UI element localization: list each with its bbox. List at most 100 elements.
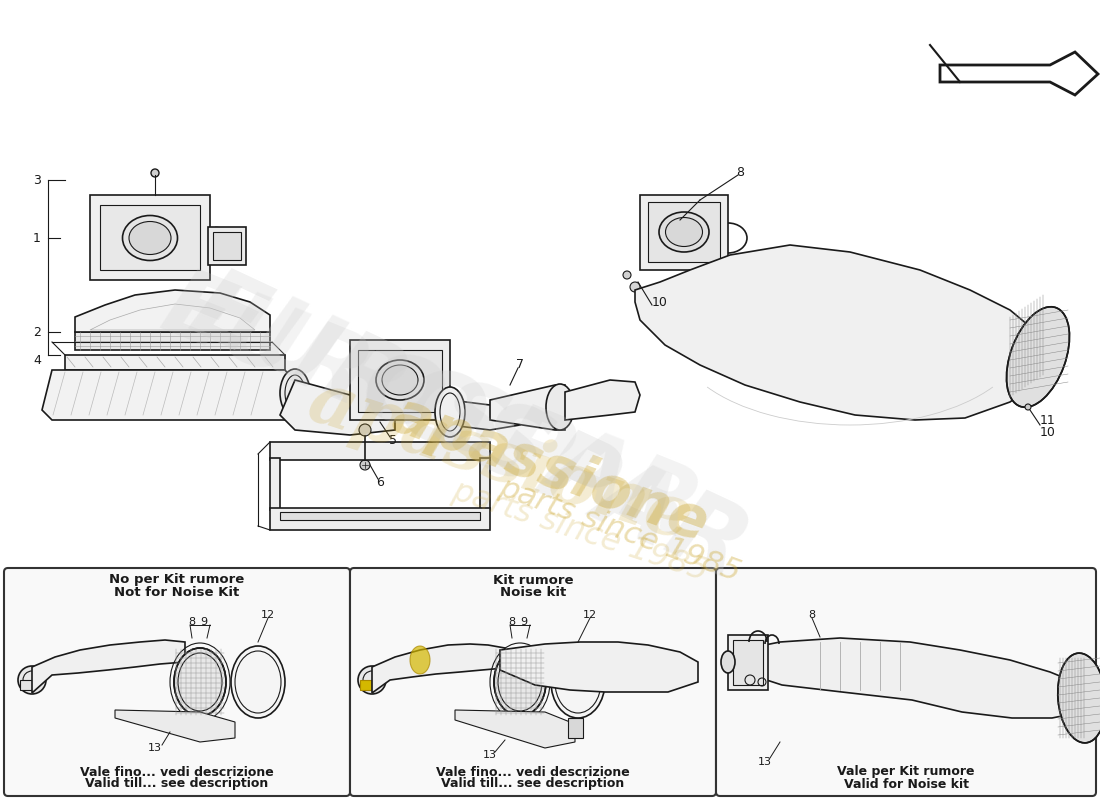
Ellipse shape [666,218,703,246]
Text: 8: 8 [188,617,196,627]
Circle shape [623,271,631,279]
Text: Vale fino... vedi descrizione: Vale fino... vedi descrizione [80,766,274,778]
Bar [213,232,241,260]
Bar [100,205,200,270]
Text: 13: 13 [483,750,497,760]
Ellipse shape [382,365,418,395]
Ellipse shape [410,646,430,674]
Bar [358,350,442,412]
Polygon shape [116,710,235,742]
Bar [90,195,210,280]
FancyBboxPatch shape [4,568,350,796]
Ellipse shape [1058,653,1100,743]
Text: 8: 8 [508,617,516,627]
Polygon shape [75,332,270,350]
Text: 1: 1 [33,231,41,245]
Polygon shape [455,710,575,748]
Polygon shape [65,355,285,370]
Text: EUROSPAR: EUROSPAR [148,261,711,559]
Ellipse shape [1006,306,1069,407]
Bar [270,458,280,510]
Ellipse shape [659,212,710,252]
Circle shape [630,282,640,292]
Polygon shape [32,640,185,693]
Text: 6: 6 [376,475,384,489]
Polygon shape [940,52,1098,95]
Text: Valid till... see description: Valid till... see description [86,778,268,790]
Text: 4: 4 [33,354,41,366]
Bar [270,442,490,460]
Text: Noise kit: Noise kit [499,586,566,598]
FancyBboxPatch shape [350,568,716,796]
Text: Valid for Noise kit: Valid for Noise kit [844,778,968,790]
Text: 7: 7 [516,358,524,371]
Bar [728,635,768,690]
Polygon shape [42,370,295,420]
Circle shape [219,236,231,248]
Bar [20,680,34,690]
Polygon shape [490,385,565,430]
Ellipse shape [434,387,465,437]
Polygon shape [565,380,640,420]
Polygon shape [75,290,270,332]
Ellipse shape [129,222,170,254]
Text: Vale per Kit rumore: Vale per Kit rumore [837,766,975,778]
FancyBboxPatch shape [716,568,1096,796]
Polygon shape [500,642,698,692]
Circle shape [18,666,46,694]
Text: 11: 11 [1041,414,1056,426]
Polygon shape [740,638,1082,718]
Text: No per Kit rumore: No per Kit rumore [109,574,244,586]
Bar [733,640,763,685]
Ellipse shape [546,384,574,430]
Text: 2: 2 [33,326,41,338]
Bar [480,458,490,510]
Text: apassione: apassione [385,386,715,554]
Bar [270,508,490,530]
Polygon shape [280,380,395,435]
Text: apassione: apassione [299,365,701,555]
Text: 8: 8 [736,166,744,178]
Polygon shape [635,245,1040,420]
Circle shape [1025,404,1031,410]
Text: Vale fino... vedi descrizione: Vale fino... vedi descrizione [436,766,630,778]
Ellipse shape [376,360,424,400]
Polygon shape [450,400,520,430]
Text: 8: 8 [808,610,815,620]
Bar [640,195,728,270]
Bar [208,227,246,265]
Text: 9: 9 [520,617,528,627]
Bar [360,680,374,690]
Circle shape [360,460,370,470]
Text: 3: 3 [33,174,41,186]
Text: 10: 10 [652,295,668,309]
Text: 12: 12 [261,610,275,620]
Circle shape [358,666,386,694]
Ellipse shape [174,648,226,716]
Text: Valid till... see description: Valid till... see description [441,778,625,790]
Text: Not for Noise Kit: Not for Noise Kit [114,586,240,598]
Text: 5: 5 [389,434,397,446]
Ellipse shape [231,646,285,718]
Ellipse shape [122,215,177,261]
Text: 12: 12 [583,610,597,620]
Text: 9: 9 [200,617,208,627]
Polygon shape [372,644,505,693]
Text: EUROSPAR: EUROSPAR [177,259,763,601]
Text: parts since 1985: parts since 1985 [495,473,745,587]
Text: 10: 10 [1041,426,1056,438]
Bar [568,718,583,738]
Ellipse shape [551,646,605,718]
Ellipse shape [494,648,546,716]
Bar [648,202,720,262]
Bar [350,340,450,420]
Text: 13: 13 [758,757,772,767]
Circle shape [151,169,160,177]
Bar [280,512,480,520]
Circle shape [359,424,371,436]
Text: Kit rumore: Kit rumore [493,574,573,586]
Text: 13: 13 [148,743,162,753]
Text: parts since 1985: parts since 1985 [448,476,712,588]
Ellipse shape [280,369,310,417]
Ellipse shape [720,651,735,673]
